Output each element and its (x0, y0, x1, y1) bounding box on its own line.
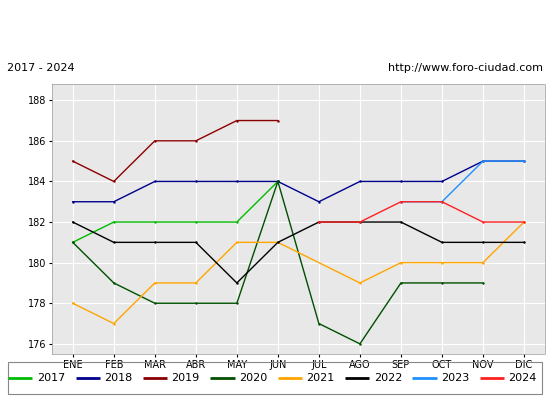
Text: 2021: 2021 (306, 373, 334, 383)
Text: http://www.foro-ciudad.com: http://www.foro-ciudad.com (388, 63, 543, 73)
Text: 2022: 2022 (373, 373, 402, 383)
Text: 2024: 2024 (508, 373, 537, 383)
Text: Evolucion num de emigrantes en Quesada: Evolucion num de emigrantes en Quesada (101, 18, 449, 34)
Text: 2017: 2017 (37, 373, 65, 383)
Text: 2017 - 2024: 2017 - 2024 (7, 63, 74, 73)
Text: 2019: 2019 (172, 373, 200, 383)
Text: 2018: 2018 (104, 373, 133, 383)
Text: 2020: 2020 (239, 373, 267, 383)
Text: 2023: 2023 (441, 373, 469, 383)
